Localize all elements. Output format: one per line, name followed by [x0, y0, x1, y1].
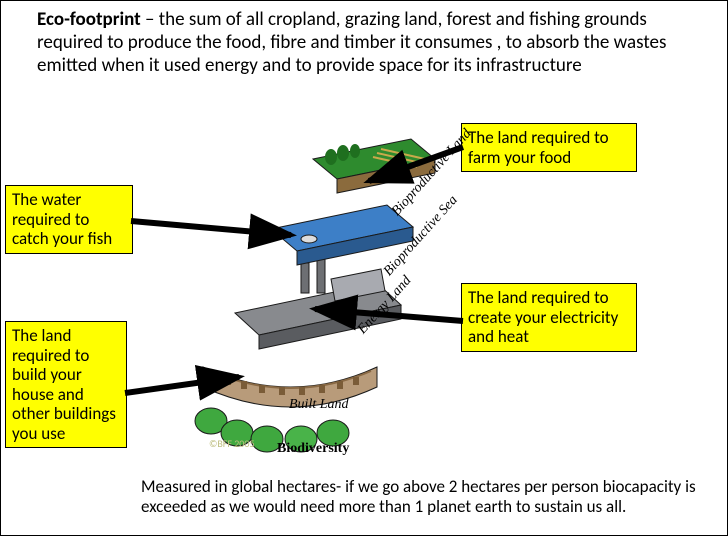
callout-water: The water required to catch your fish — [5, 185, 133, 254]
label-biodiversity: Biodiversity — [277, 441, 349, 457]
callout-farm: The land required to farm your food — [461, 123, 637, 172]
footer-note: Measured in global hectares- if we go ab… — [141, 477, 701, 516]
title-definition: Eco-footprint – the sum of all cropland,… — [37, 9, 697, 77]
diagram-credit: ©BFF 2005 — [209, 437, 255, 450]
callout-built: The land required to build your house an… — [5, 321, 127, 448]
term: Eco-footprint — [37, 8, 141, 31]
label-built-land: Built Land — [289, 397, 349, 413]
callout-energy: The land required to create your electri… — [461, 283, 637, 352]
